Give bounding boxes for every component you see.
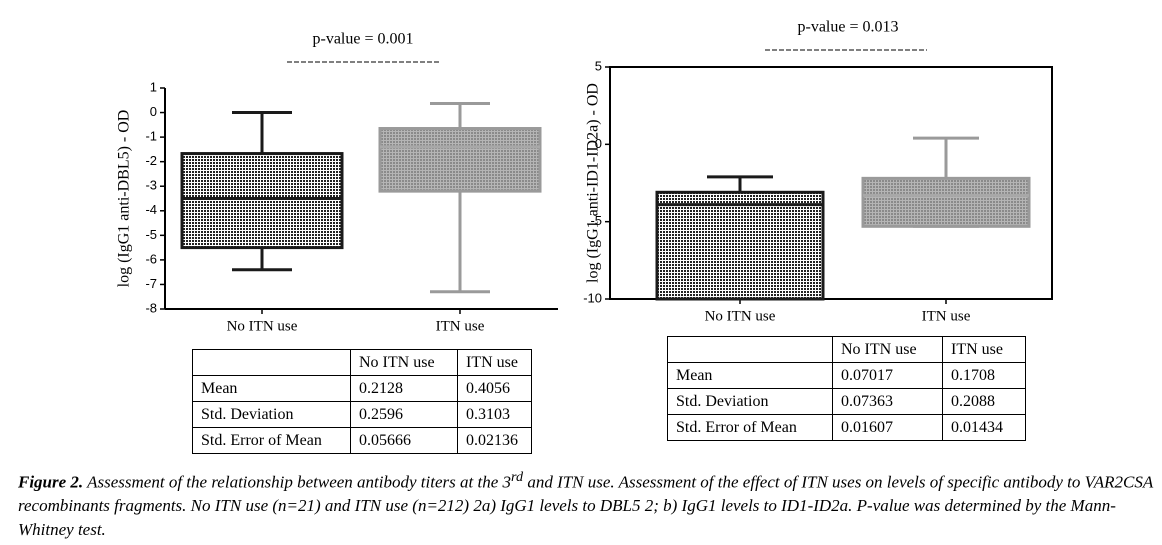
cell: Std. Error of Mean (667, 414, 833, 441)
cell: 0.4056 (457, 375, 532, 402)
header-row: No ITN use ITN use (192, 349, 532, 376)
cell: No ITN use (350, 349, 458, 376)
y-tick-label: -5 (590, 213, 602, 228)
cell: 0.02136 (457, 427, 532, 454)
y-tick-label: -6 (145, 251, 157, 266)
box (861, 176, 1031, 228)
x-tick-label: No ITN use (705, 308, 776, 324)
caption-text: Assessment of the relationship between a… (87, 472, 511, 492)
box (180, 152, 344, 250)
x-tick-label: ITN use (922, 308, 971, 324)
stats-table: No ITN use ITN use Mean 0.07017 0.1708 Std. D… (667, 336, 1026, 441)
x-tick-label: ITN use (436, 318, 485, 334)
row: Std. Deviation 0.07363 0.2088 (667, 388, 1026, 415)
row: Std. Deviation 0.2596 0.3103 (192, 401, 532, 428)
row: Mean 0.2128 0.4056 (192, 375, 532, 402)
caption-label: Figure 2. (18, 472, 84, 492)
y-tick-label: 0 (150, 104, 157, 119)
y-tick-label: -2 (145, 153, 157, 168)
row: Std. Error of Mean 0.01607 0.01434 (667, 414, 1026, 441)
cell: 0.2088 (942, 388, 1026, 415)
row: Mean 0.07017 0.1708 (667, 362, 1026, 389)
caption: Figure 2. Assessment of the relationship… (18, 466, 1158, 541)
cell: Mean (667, 362, 833, 389)
cell: 0.3103 (457, 401, 532, 428)
box (655, 190, 825, 301)
cell (667, 336, 833, 363)
stats-table: No ITN use ITN use Mean 0.2128 0.4056 Std. De… (192, 349, 532, 454)
y-tick-label: -4 (145, 202, 157, 217)
y-tick-label: -1 (145, 129, 157, 144)
y-tick-label: -3 (145, 178, 157, 193)
cell: Std. Deviation (192, 401, 351, 428)
y-tick-label: -8 (145, 300, 157, 315)
y-axis-label: log (IgG1 anti-DBL5) - OD (116, 110, 133, 288)
row: Std. Error of Mean 0.05666 0.02136 (192, 427, 532, 454)
y-tick-label: 0 (595, 136, 602, 151)
caption-text: and ITN use. Assessment of the effect of… (18, 472, 1153, 539)
cell: 0.2128 (350, 375, 458, 402)
cell: 0.07017 (832, 362, 943, 389)
y-tick-label: -5 (145, 227, 157, 242)
annotation: p-value = 0.013 (798, 19, 899, 36)
cell: Std. Deviation (667, 388, 833, 415)
cell: 0.1708 (942, 362, 1026, 389)
cell: No ITN use (832, 336, 943, 363)
annotation: p-value = 0.001 (313, 31, 414, 48)
header-row: No ITN use ITN use (667, 336, 1026, 363)
x-tick-label: No ITN use (227, 318, 298, 334)
cell: 0.07363 (832, 388, 943, 415)
cell: ITN use (942, 336, 1026, 363)
cell: 0.2596 (350, 401, 458, 428)
plot-frame (609, 66, 1053, 300)
y-tick-label: 1 (150, 79, 157, 94)
cell: ITN use (457, 349, 532, 376)
caption-sup: rd (511, 469, 524, 485)
y-tick-label: 5 (595, 58, 602, 73)
cell: Std. Error of Mean (192, 427, 351, 454)
cell: 0.01434 (942, 414, 1026, 441)
y-tick-label: -10 (583, 290, 602, 305)
cell (192, 349, 351, 376)
cell: Mean (192, 375, 351, 402)
cell: 0.01607 (832, 414, 943, 441)
y-tick-label: -7 (145, 276, 157, 291)
box (378, 127, 542, 193)
cell: 0.05666 (350, 427, 458, 454)
y-axis-label: log (IgG1 anti-ID1-ID2a) - OD (585, 83, 602, 283)
charts: p-value = 0.001 log (IgG1 anti-DBL5) - OD… (116, 19, 1053, 334)
